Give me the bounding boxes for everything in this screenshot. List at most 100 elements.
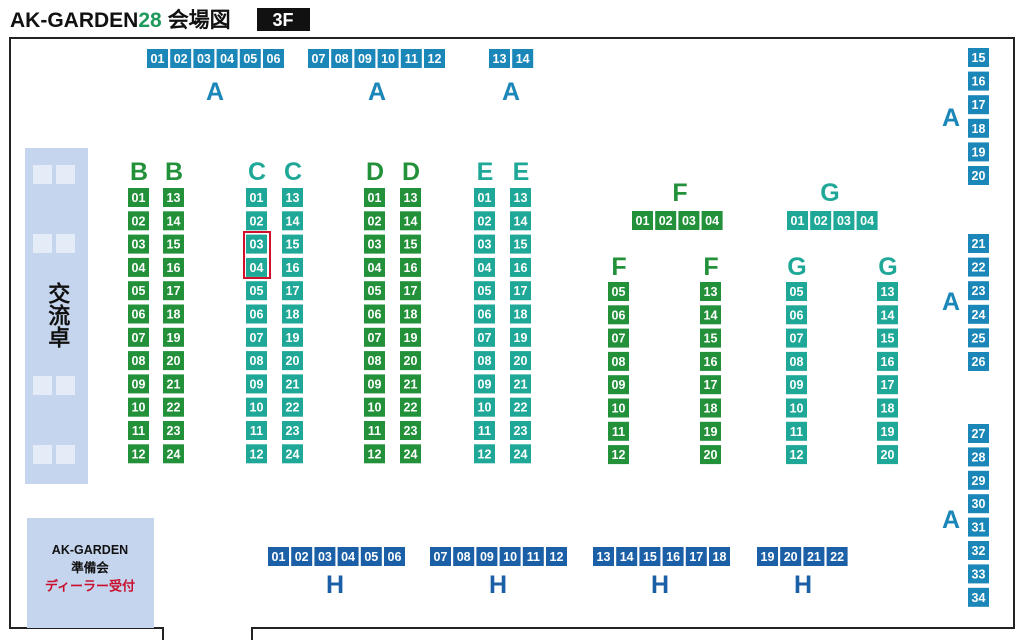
booth-number: 03 [318, 550, 332, 564]
booth [968, 142, 989, 162]
booth-number: 15 [514, 238, 528, 252]
booth [163, 374, 184, 394]
booth [400, 444, 421, 464]
booth [400, 49, 422, 68]
booth [193, 49, 215, 68]
booth-number: 01 [272, 550, 286, 564]
booth [968, 71, 989, 91]
booth [608, 328, 629, 348]
booth-number: 02 [478, 214, 492, 228]
booth [810, 211, 832, 230]
booth-number: 05 [790, 285, 804, 299]
table [56, 445, 75, 464]
booth-number: 07 [368, 331, 382, 345]
booth [424, 49, 445, 68]
block-label: A [502, 78, 520, 106]
booth-number: 05 [368, 284, 382, 298]
booth-number: 24 [286, 447, 300, 461]
booth-number: 21 [514, 377, 528, 391]
block-label: A [368, 78, 386, 106]
block-label: H [326, 571, 344, 599]
booth-number: 21 [286, 377, 300, 391]
block-label: F [611, 253, 626, 281]
table [33, 376, 52, 395]
booth [282, 281, 303, 301]
booth [968, 118, 989, 138]
booth [364, 397, 385, 417]
booth-number: 10 [503, 550, 517, 564]
booth-number: 24 [404, 447, 418, 461]
booth [510, 281, 531, 301]
booth [337, 547, 359, 566]
booth-number: 19 [972, 145, 986, 159]
booth-number: 11 [790, 425, 803, 439]
block-label: D [402, 158, 420, 186]
booth-number: 19 [404, 331, 418, 345]
booth [678, 211, 700, 230]
booth [364, 351, 385, 371]
booth [246, 421, 267, 440]
booth-number: 20 [704, 448, 718, 462]
booth-number: 03 [250, 238, 264, 252]
booth-number: 11 [368, 424, 381, 438]
booth [360, 547, 382, 566]
booth-number: 14 [516, 52, 530, 66]
booth-number: 20 [881, 448, 895, 462]
booth [968, 234, 989, 253]
block-label: H [489, 571, 507, 599]
booth [364, 421, 385, 440]
booth [400, 281, 421, 301]
booth [968, 281, 989, 301]
booth [856, 211, 878, 230]
booth [608, 305, 629, 325]
booth [400, 351, 421, 371]
booth-number: 12 [612, 448, 626, 462]
booth-number: 06 [132, 308, 146, 322]
booth-number: 11 [132, 424, 145, 438]
booth-number: 19 [761, 550, 775, 564]
booth [364, 257, 385, 277]
booth-number: 20 [972, 169, 986, 183]
booth-layer: A 01 02 03 04 05 06 A 07 08 09 10 11 12 A 13 14 A 15 16 17 18… [128, 48, 989, 607]
booth [510, 444, 531, 464]
booth [877, 375, 898, 395]
booth [430, 547, 451, 566]
booth-number: 15 [972, 51, 986, 65]
booth [246, 444, 267, 464]
booth [499, 547, 521, 566]
block-label: G [878, 253, 897, 281]
booth-number: 22 [514, 401, 528, 415]
booth-number: 06 [267, 52, 281, 66]
booth-number: 18 [404, 308, 418, 322]
booth [163, 397, 184, 417]
booth [163, 327, 184, 347]
booth [364, 374, 385, 394]
booth-number: 15 [643, 550, 657, 564]
booth [282, 257, 303, 277]
booth [877, 351, 898, 371]
booth-number: 06 [478, 308, 492, 322]
booth [877, 282, 898, 301]
block-label: G [787, 253, 806, 281]
booth [616, 547, 638, 566]
booth [400, 374, 421, 394]
booth [474, 421, 495, 440]
booth-number: 20 [286, 354, 300, 368]
reception-area: AK-GARDEN 準備会 ディーラー受付 [27, 518, 154, 628]
booth [786, 351, 807, 371]
booth-number: 01 [250, 191, 264, 205]
booth-number: 16 [167, 261, 181, 275]
booth [364, 304, 385, 324]
booth [474, 281, 495, 301]
booth-number: 13 [167, 191, 181, 205]
booth-number: 08 [250, 354, 264, 368]
booth-number: 08 [335, 52, 349, 66]
booth [510, 188, 531, 207]
booth [510, 211, 531, 231]
booth-number: 33 [972, 567, 986, 581]
booth [639, 547, 661, 566]
booth-number: 02 [132, 214, 146, 228]
booth [608, 375, 629, 395]
exchange-panel [25, 148, 88, 484]
booth-number: 25 [972, 331, 986, 345]
